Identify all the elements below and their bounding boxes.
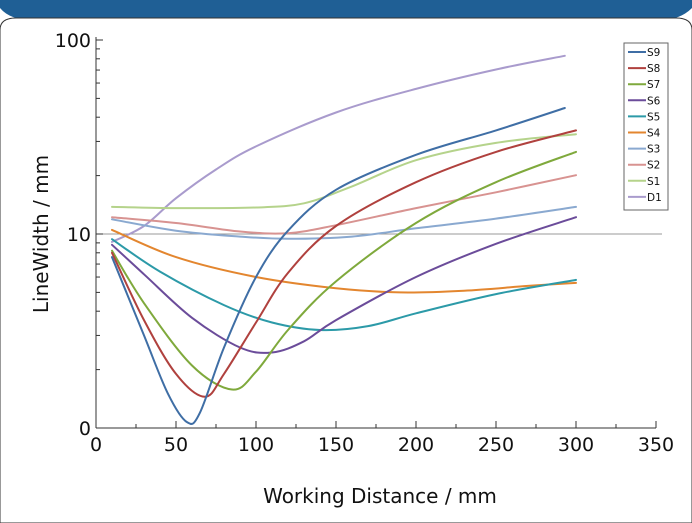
legend-label-s1: S1: [647, 176, 660, 188]
series-line-d1: [111, 54, 566, 243]
legend-box: [623, 42, 669, 211]
series-line-s6: [111, 216, 577, 354]
series-line-s5: [111, 238, 577, 332]
series-line-s8: [111, 129, 577, 398]
header-banner: [0, 0, 692, 20]
x-tick-label: 350: [638, 434, 674, 456]
legend-label-s3: S3: [647, 144, 660, 156]
series-line-s7: [111, 150, 577, 391]
y-tick-label: 0: [79, 418, 91, 440]
series-line-s3: [111, 205, 577, 240]
x-tick-label: 250: [478, 434, 514, 456]
legend-label-s7: S7: [647, 79, 660, 91]
y-axis-label: LineWidth / mm: [29, 155, 53, 313]
plot-area: 0 50 100 150 200 250 300 350 0 10 100 Working Dista…: [29, 30, 674, 508]
legend-label-s2: S2: [647, 160, 660, 172]
y-tick-label: 100: [55, 30, 91, 52]
legend-label-s9: S9: [647, 47, 660, 59]
legend: S9 S8 S7 S6 S5 S4 S3 S2 S1 D1: [623, 42, 669, 211]
series-line-s4: [111, 228, 577, 294]
x-axis-label: Working Distance / mm: [263, 484, 497, 508]
x-tick-label: 50: [164, 434, 188, 456]
legend-label-s8: S8: [647, 63, 660, 75]
y-tick-label: 10: [67, 224, 91, 246]
legend-label-s5: S5: [647, 111, 660, 123]
x-tick-label: 0: [90, 434, 102, 456]
legend-label-s4: S4: [647, 128, 661, 140]
series-line-s9: [111, 107, 566, 425]
x-tick-label: 200: [398, 434, 434, 456]
legend-label-d1: D1: [647, 192, 662, 204]
x-tick-label: 150: [318, 434, 354, 456]
x-tick-label: 300: [558, 434, 594, 456]
series-line-s2: [111, 174, 577, 235]
series-line-s1: [111, 133, 577, 210]
legend-label-s6: S6: [647, 95, 661, 107]
x-tick-label: 100: [238, 434, 274, 456]
